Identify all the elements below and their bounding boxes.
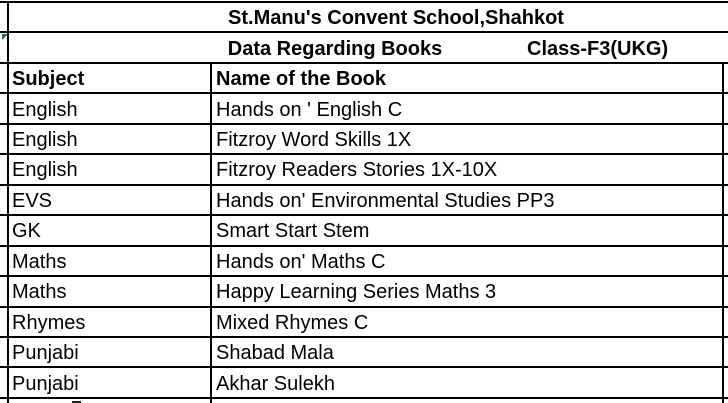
header-subject: Subject xyxy=(12,67,85,90)
table-left-border xyxy=(7,1,9,403)
book-cell[interactable]: Hands on ' English C xyxy=(216,98,403,121)
subject-cell[interactable]: Rhymes xyxy=(12,311,86,334)
table-row[interactable]: English Hands on ' English C xyxy=(0,94,728,125)
subject-cell[interactable]: English xyxy=(12,159,78,182)
table-row[interactable]: Rhymes Mixed Rhymes C xyxy=(0,308,728,338)
subtitle-label: Data Regarding Books xyxy=(227,37,443,60)
book-cell[interactable]: Shabad Mala xyxy=(216,342,334,365)
column-divider-line xyxy=(210,62,212,403)
header-book-name: Name of the Book xyxy=(216,67,387,90)
clipped-bottom-row xyxy=(0,399,728,403)
book-cell[interactable]: Fitzroy Readers Stories 1X-10X xyxy=(216,159,498,182)
subject-cell[interactable]: Punjabi xyxy=(12,342,79,365)
table-row[interactable]: EVS Hands on' Environmental Studies PP3 xyxy=(0,186,728,217)
book-cell[interactable]: Fitzroy Word Skills 1X xyxy=(216,128,412,151)
table-top-border xyxy=(0,1,728,3)
sheet-title: St.Manu's Convent School,Shahkot xyxy=(228,7,564,30)
subject-cell[interactable]: Maths xyxy=(12,281,67,304)
subject-cell[interactable]: English xyxy=(12,128,78,151)
subject-cell[interactable]: EVS xyxy=(12,189,53,212)
book-cell[interactable]: Hands on' Environmental Studies PP3 xyxy=(216,189,555,212)
table-row[interactable]: GK Smart Start Stem xyxy=(0,216,728,247)
table-row[interactable]: English Fitzroy Word Skills 1X xyxy=(0,125,728,156)
subject-cell[interactable]: GK xyxy=(12,220,41,243)
table-row[interactable]: Maths Hands on' Maths C xyxy=(0,247,728,278)
book-cell[interactable]: Mixed Rhymes C xyxy=(216,311,369,334)
subject-cell[interactable]: English xyxy=(12,98,78,121)
subject-cell[interactable]: Punjabi xyxy=(12,372,79,395)
book-cell[interactable]: Akhar Sulekh xyxy=(216,372,335,395)
table-right-border xyxy=(722,62,724,403)
title-row[interactable]: St.Manu's Convent School,Shahkot xyxy=(0,3,728,34)
table-row[interactable]: Punjabi Shabad Mala xyxy=(0,338,728,369)
header-row[interactable]: Subject Name of the Book xyxy=(0,64,728,95)
class-label: Class-F3(UKG) xyxy=(527,37,669,60)
book-cell[interactable]: Smart Start Stem xyxy=(216,220,370,243)
subject-cell[interactable]: Maths xyxy=(12,250,67,273)
table-row[interactable]: Maths Happy Learning Series Maths 3 xyxy=(0,277,728,308)
book-cell[interactable]: Hands on' Maths C xyxy=(216,250,386,273)
clipped-text-fragment xyxy=(72,401,81,403)
subtitle-row[interactable]: Data Regarding Books Class-F3(UKG) xyxy=(0,33,728,64)
table-row[interactable]: Punjabi Akhar Sulekh xyxy=(0,368,728,399)
book-cell[interactable]: Happy Learning Series Maths 3 xyxy=(216,281,497,304)
table-row[interactable]: English Fitzroy Readers Stories 1X-10X xyxy=(0,155,728,186)
cell-error-indicator-icon xyxy=(2,34,8,40)
